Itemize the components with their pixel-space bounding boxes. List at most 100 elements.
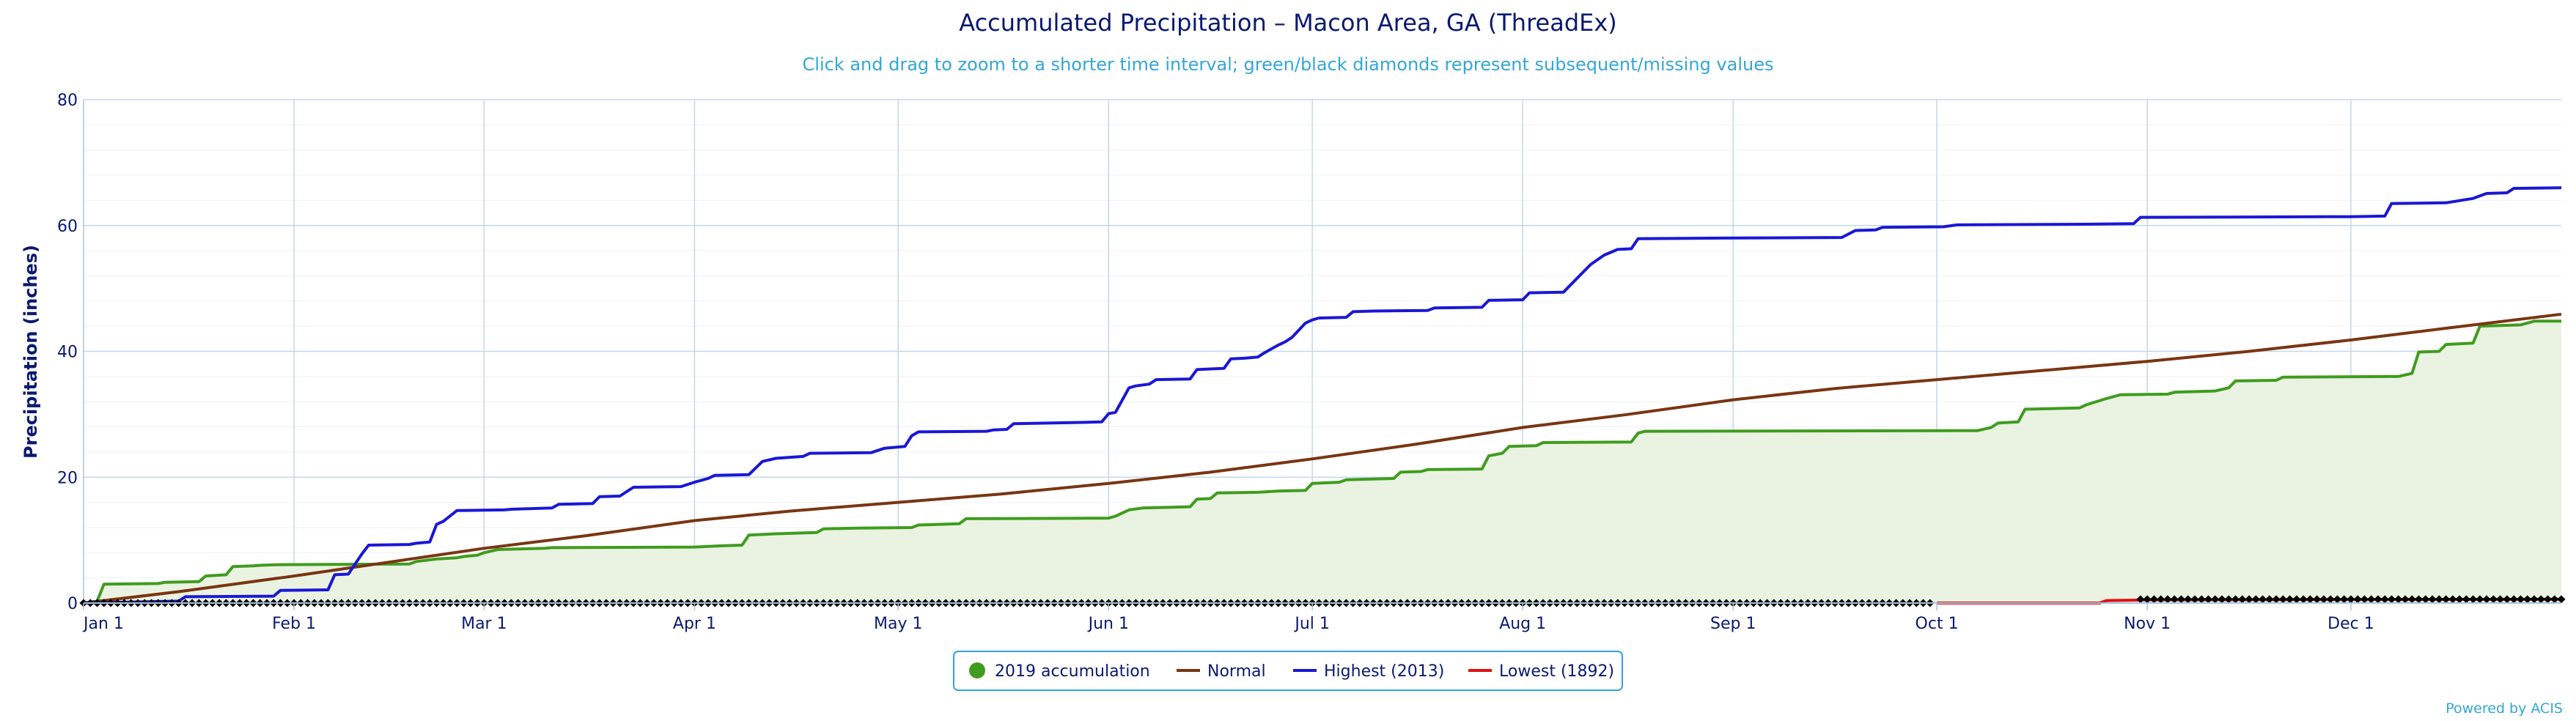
diamond-marker — [2286, 595, 2295, 604]
diamond-marker — [2496, 595, 2505, 604]
diamond-marker — [2190, 595, 2199, 604]
legend-label-2019: 2019 accumulation — [995, 662, 1150, 681]
diamond-marker — [2428, 595, 2437, 604]
diamond-marker — [2435, 595, 2443, 604]
diamond-marker — [2530, 595, 2539, 604]
y-tick-label: 40 — [57, 344, 78, 362]
legend-label-highest: Highest (2013) — [1324, 662, 1444, 681]
diamond-marker — [2367, 595, 2376, 604]
diamond-marker — [2326, 595, 2335, 604]
diamond-marker — [2503, 595, 2511, 604]
diamond-marker — [2523, 595, 2532, 604]
diamond-marker — [2292, 595, 2301, 604]
legend-item-highest[interactable]: Highest (2013) — [1293, 662, 1444, 681]
diamond-marker — [2278, 595, 2287, 604]
diamond-marker — [2415, 595, 2424, 604]
y-axis-label: Precipitation (inches) — [21, 245, 41, 459]
diamond-marker — [2476, 595, 2484, 604]
diamond-marker — [2374, 595, 2382, 604]
y-tick-label: 0 — [67, 595, 78, 613]
diamond-marker — [2536, 595, 2545, 604]
diamond-marker — [2299, 595, 2308, 604]
diamond-marker — [2516, 595, 2525, 604]
diamond-marker — [2204, 595, 2212, 604]
diamond-marker — [2509, 595, 2518, 604]
diamond-marker — [2550, 595, 2559, 604]
y-tick-label: 60 — [57, 218, 78, 236]
diamond-marker — [2238, 595, 2247, 604]
credit-link[interactable]: Powered by ACIS — [2446, 700, 2563, 717]
diamond-marker — [2387, 595, 2396, 604]
diamond-marker — [2149, 595, 2158, 604]
x-tick-label: Nov 1 — [2124, 615, 2171, 633]
diamond-marker — [2163, 595, 2172, 604]
diamond-marker — [2218, 595, 2226, 604]
legend-item-normal[interactable]: Normal — [1177, 662, 1266, 681]
x-tick-label: May 1 — [874, 615, 922, 633]
series-line-0 — [83, 319, 2561, 604]
legend-item-lowest[interactable]: Lowest (1892) — [1468, 662, 1614, 681]
diamond-marker — [2360, 595, 2369, 604]
x-tick-label: Sep 1 — [1710, 615, 1756, 633]
diamond-marker — [2211, 595, 2220, 604]
chart-subtitle: Click and drag to zoom to a shorter time… — [803, 54, 1774, 75]
chart-title: Accumulated Precipitation – Macon Area, … — [959, 9, 1617, 37]
x-tick-label: Jun 1 — [1087, 615, 1129, 633]
diamond-marker — [2407, 595, 2416, 604]
diamond-marker — [2176, 595, 2185, 604]
x-tick-label: Feb 1 — [272, 615, 316, 633]
diamond-marker — [2462, 595, 2470, 604]
y-tick-label: 80 — [57, 92, 78, 110]
diamond-marker — [2319, 595, 2328, 604]
x-tick-label: Dec 1 — [2327, 615, 2374, 633]
x-tick-label: Jan 1 — [82, 615, 124, 633]
diamond-marker — [2272, 595, 2281, 604]
legend: 2019 accumulation Normal Highest (2013) … — [953, 651, 1623, 691]
diamond-marker — [2184, 595, 2193, 604]
legend-box — [953, 651, 1623, 691]
diamond-marker — [2347, 595, 2355, 604]
diamond-marker — [2448, 595, 2457, 604]
diamond-marker — [2251, 595, 2260, 604]
diamond-marker — [2224, 595, 2233, 604]
legend-marker-2019 — [969, 662, 985, 679]
diamond-marker — [2543, 595, 2552, 604]
series-line-2 — [83, 186, 2562, 604]
diamond-marker — [2313, 595, 2322, 604]
diamond-marker — [2231, 595, 2240, 604]
legend-label-lowest: Lowest (1892) — [1499, 662, 1614, 681]
diamond-marker — [2394, 595, 2403, 604]
diamond-marker — [2265, 595, 2274, 604]
diamond-marker — [2469, 595, 2478, 604]
diamond-marker — [2245, 595, 2253, 604]
diamond-marker — [2136, 595, 2145, 604]
diamond-marker — [2143, 595, 2152, 604]
x-tick-label: Aug 1 — [1499, 615, 1546, 633]
diamond-marker — [2333, 595, 2341, 604]
legend-label-normal: Normal — [1207, 662, 1266, 681]
diamond-marker — [2421, 595, 2430, 604]
area-fill — [84, 321, 2561, 603]
diamond-marker — [2489, 595, 2498, 604]
series-area-0 — [84, 321, 2561, 603]
diamond-marker — [2455, 595, 2464, 604]
diamond-marker — [2557, 595, 2566, 604]
x-tick-label: Jul 1 — [1293, 615, 1330, 633]
diamond-marker — [2157, 595, 2165, 604]
diamond-marker — [2353, 595, 2362, 604]
x-tick-label: Apr 1 — [673, 615, 716, 633]
axes: 0 20 40 60 80 Jan 1 Feb 1 Mar 1 Apr 1 May 1 Jun 1 J… — [57, 92, 2561, 633]
diamond-marker — [2170, 595, 2179, 604]
series-lines — [83, 186, 2562, 604]
diamond-marker — [2380, 595, 2389, 604]
diamond-marker — [2259, 595, 2267, 604]
diamond-marker — [2305, 595, 2314, 604]
legend-item-2019[interactable]: 2019 accumulation — [969, 662, 1150, 681]
diamond-marker — [2482, 595, 2491, 604]
diamond-marker — [2442, 595, 2451, 604]
diamond-marker — [2401, 595, 2410, 604]
x-tick-label: Oct 1 — [1916, 615, 1959, 633]
x-tick-label: Mar 1 — [461, 615, 507, 633]
y-tick-label: 20 — [57, 469, 78, 487]
